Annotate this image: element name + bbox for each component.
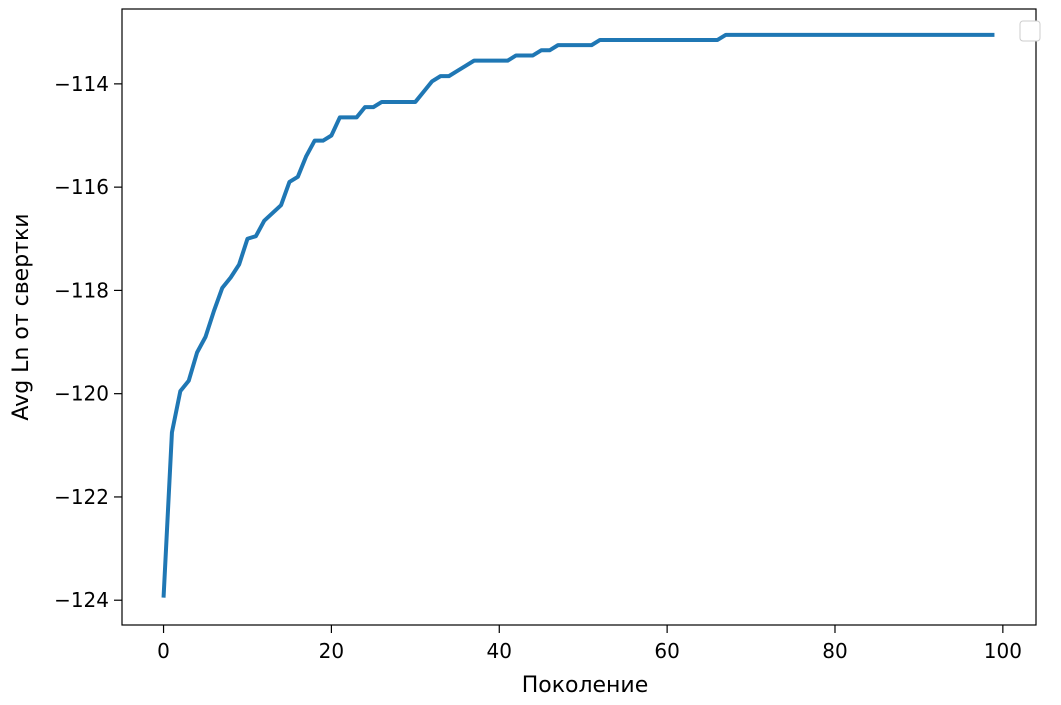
y-tick-label: −116 xyxy=(54,175,109,199)
y-axis-label: Avg Ln от свертки xyxy=(9,213,34,420)
x-tick-label: 80 xyxy=(822,639,847,663)
plot-area xyxy=(121,8,1037,626)
x-tick-label: 20 xyxy=(319,639,344,663)
y-tick-label: −118 xyxy=(54,278,109,302)
x-axis-label: Поколение xyxy=(522,673,649,698)
x-axis-ticks: 0 20 40 60 80 100 xyxy=(157,625,1022,663)
y-tick-label: −122 xyxy=(54,485,109,509)
y-tick-label: −124 xyxy=(54,588,109,612)
plot-frame xyxy=(121,8,1037,626)
series-line xyxy=(161,32,995,598)
y-tick-label: −120 xyxy=(54,382,109,406)
y-tick-label: −114 xyxy=(54,72,109,96)
y-axis-ticks: −124 −122 −120 −118 −116 −114 xyxy=(54,72,122,612)
x-tick-label: 60 xyxy=(654,639,679,663)
x-tick-label: 40 xyxy=(487,639,512,663)
x-tick-label: 0 xyxy=(157,639,170,663)
x-tick-label: 100 xyxy=(984,639,1022,663)
legend-box xyxy=(1019,20,1041,42)
